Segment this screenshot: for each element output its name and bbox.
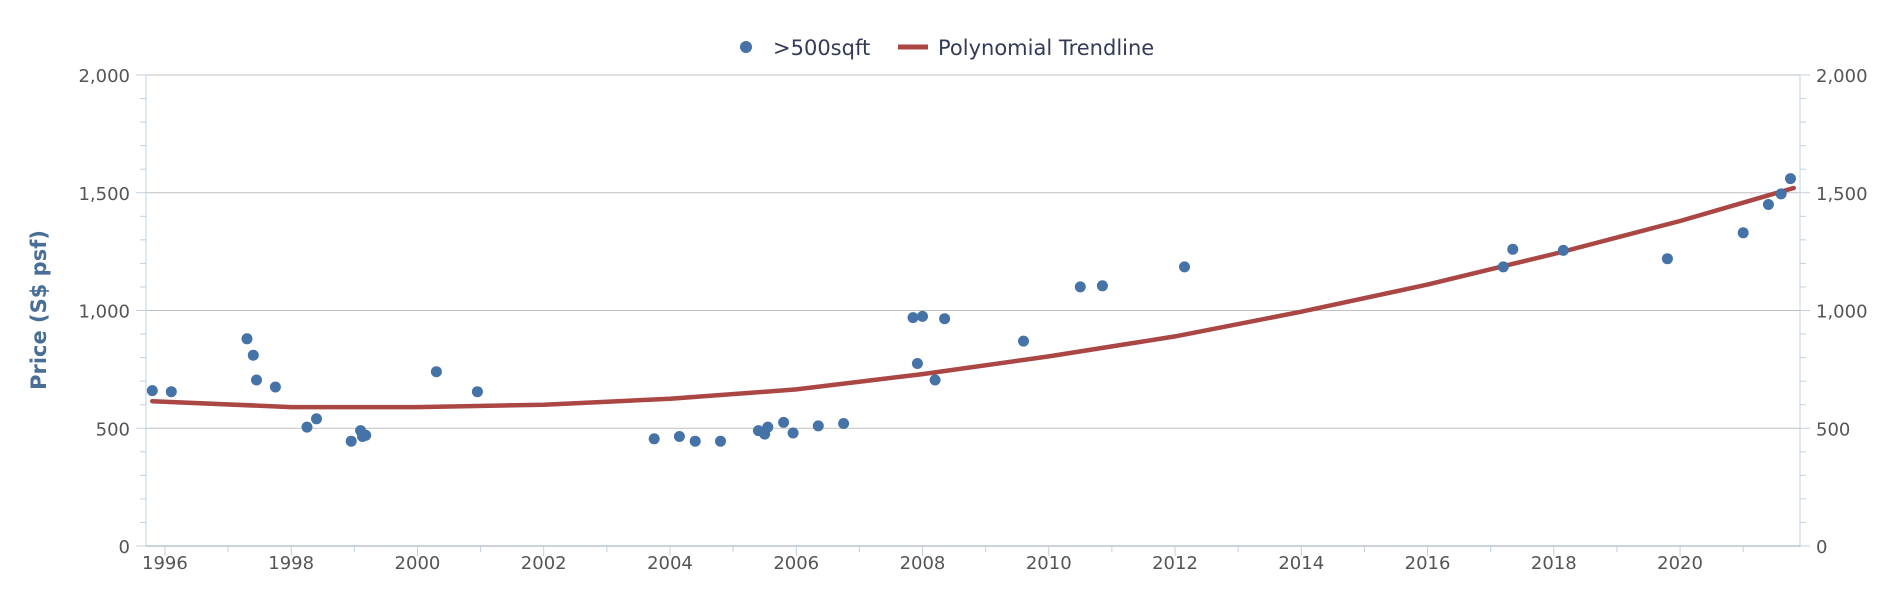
x-tick-label: 2014 [1278, 553, 1324, 574]
x-tick-label: 1998 [268, 553, 314, 574]
data-point [1762, 199, 1774, 210]
data-point [1785, 173, 1796, 185]
axes [136, 74, 1810, 556]
legend-label-trendline: Polynomial Trendline [938, 36, 1154, 60]
x-tick-label: 2000 [395, 553, 441, 574]
y-tick-label-right: 1,500 [1816, 184, 1868, 205]
data-point [939, 313, 951, 325]
data-point [787, 427, 799, 439]
y-tick-label-left: 2,000 [78, 66, 130, 87]
data-point [251, 374, 262, 386]
data-point [241, 333, 253, 345]
trendline-layer [150, 185, 1796, 410]
data-point [715, 435, 726, 447]
x-tick-label: 2010 [1026, 553, 1072, 574]
y-tick-label-left: 1,000 [78, 302, 130, 323]
y-tick-label-left: 1,500 [78, 184, 130, 205]
data-point [929, 374, 941, 386]
data-point [1737, 227, 1749, 239]
data-point [269, 381, 281, 393]
data-point [689, 435, 701, 447]
y-tick-label-right: 0 [1816, 537, 1827, 558]
data-point [1775, 188, 1787, 200]
data-point [673, 431, 685, 442]
x-tick-label: 1996 [142, 553, 188, 574]
y-tick-label-left: 500 [96, 419, 130, 440]
y-tick-label-left: 0 [119, 537, 130, 558]
data-point [1507, 243, 1519, 255]
trendline [150, 185, 1796, 410]
data-point [345, 435, 357, 447]
legend-label-points: >500sqft [773, 36, 870, 60]
x-tick-label: 2018 [1531, 553, 1577, 574]
x-tick-label: 2006 [773, 553, 819, 574]
data-point [1661, 253, 1673, 265]
legend[interactable]: >500sqft Polynomial Trendline [740, 36, 1154, 60]
data-point [648, 433, 660, 445]
data-point [430, 366, 442, 378]
data-point [917, 310, 928, 322]
data-point [301, 421, 313, 433]
data-point [247, 349, 259, 361]
tick-labels: 1996 1998 2000 2002 2004 2006 2008 2010 2012 2014… [78, 66, 1867, 574]
x-tick-label: 2002 [521, 553, 567, 574]
y-tick-label-right: 2,000 [1816, 66, 1868, 87]
scatter-points [146, 173, 1796, 447]
data-point [146, 385, 158, 397]
x-tick-label: 2016 [1405, 553, 1451, 574]
data-point [812, 420, 824, 432]
y-tick-label-right: 500 [1816, 419, 1850, 440]
data-point [1074, 281, 1086, 293]
x-tick-label: 2012 [1152, 553, 1198, 574]
data-point [311, 413, 322, 425]
x-tick-label: 2020 [1657, 553, 1703, 574]
gridlines [146, 74, 1800, 429]
data-point [360, 429, 372, 441]
data-point [1179, 261, 1190, 273]
data-point [907, 312, 919, 324]
x-tick-label: 2004 [647, 553, 693, 574]
y-tick-label-right: 1,000 [1816, 302, 1868, 323]
legend-marker-points [740, 41, 752, 53]
data-point [1018, 335, 1029, 347]
data-point [911, 358, 923, 369]
y-axis-label: Price (S$ psf) [27, 230, 51, 390]
data-point [762, 421, 774, 433]
x-tick-label: 2008 [900, 553, 946, 574]
data-point [165, 386, 177, 398]
data-point [1497, 261, 1509, 273]
data-point [838, 418, 850, 429]
data-point [1096, 280, 1108, 292]
data-point [1557, 244, 1569, 256]
data-point [471, 386, 483, 398]
data-point [778, 416, 790, 428]
